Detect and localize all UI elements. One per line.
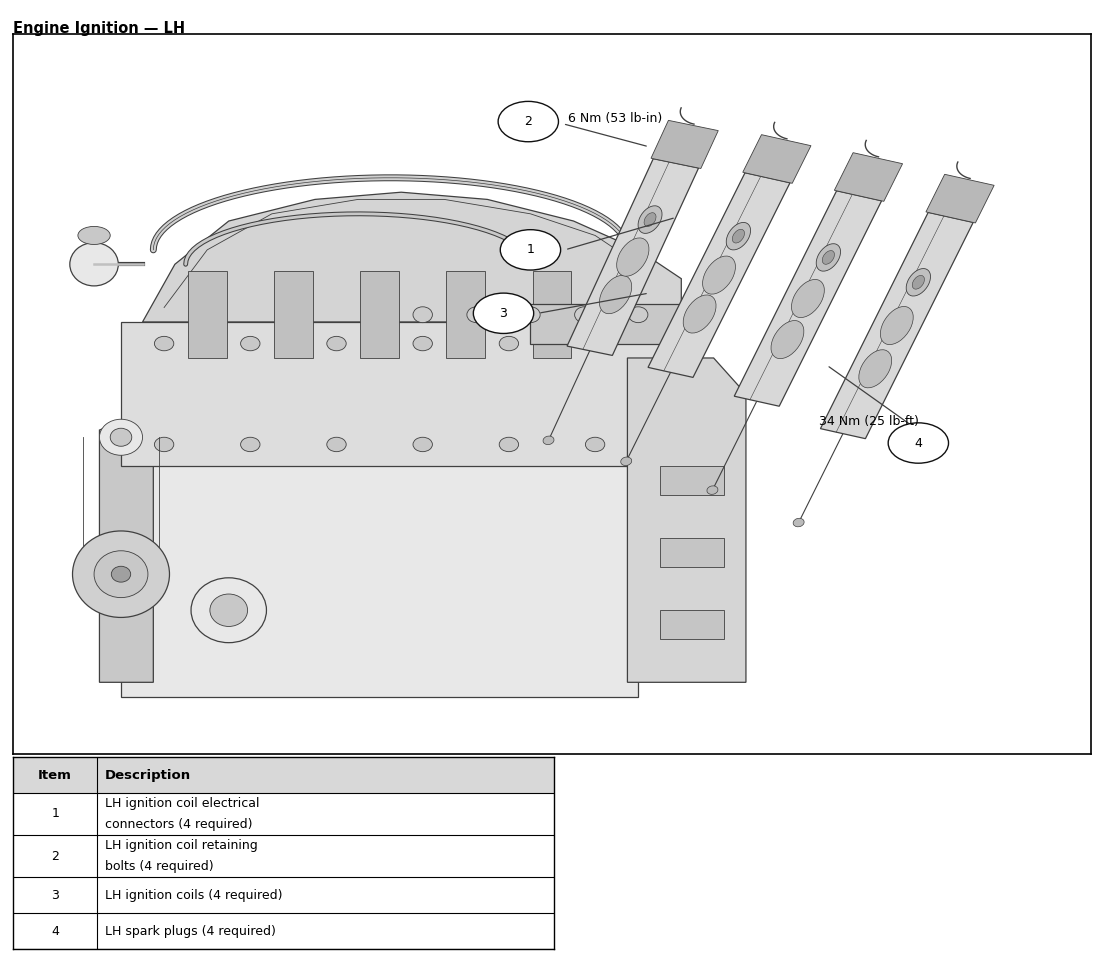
Ellipse shape xyxy=(912,276,924,289)
Ellipse shape xyxy=(644,212,656,227)
Ellipse shape xyxy=(499,437,519,452)
Polygon shape xyxy=(648,173,790,378)
Ellipse shape xyxy=(99,419,142,456)
Ellipse shape xyxy=(413,307,433,323)
Ellipse shape xyxy=(241,437,261,452)
Bar xyxy=(532,271,572,357)
Polygon shape xyxy=(926,174,995,223)
Ellipse shape xyxy=(638,206,662,234)
Text: LH ignition coil electrical: LH ignition coil electrical xyxy=(105,797,259,810)
Text: 3: 3 xyxy=(500,307,508,320)
Text: 4: 4 xyxy=(914,436,922,450)
Ellipse shape xyxy=(859,350,892,388)
Text: 1: 1 xyxy=(527,243,534,257)
Ellipse shape xyxy=(155,336,173,351)
Ellipse shape xyxy=(726,222,751,250)
Text: 4: 4 xyxy=(51,924,60,938)
Ellipse shape xyxy=(702,256,735,294)
Bar xyxy=(13,757,554,793)
Ellipse shape xyxy=(707,486,718,494)
Ellipse shape xyxy=(94,551,148,598)
Ellipse shape xyxy=(880,307,913,345)
Text: bolts (4 required): bolts (4 required) xyxy=(105,860,214,874)
Ellipse shape xyxy=(816,244,840,271)
Text: 2: 2 xyxy=(51,850,60,863)
Ellipse shape xyxy=(732,230,744,243)
Ellipse shape xyxy=(543,436,554,445)
Ellipse shape xyxy=(155,437,173,452)
Ellipse shape xyxy=(110,429,131,446)
Ellipse shape xyxy=(617,238,649,276)
Ellipse shape xyxy=(792,280,825,317)
Polygon shape xyxy=(567,159,699,356)
Ellipse shape xyxy=(112,566,130,582)
Polygon shape xyxy=(743,135,811,184)
Bar xyxy=(660,610,724,639)
Ellipse shape xyxy=(620,457,631,465)
Bar xyxy=(660,538,724,567)
Bar xyxy=(274,271,312,357)
Circle shape xyxy=(889,423,948,463)
Ellipse shape xyxy=(191,578,266,643)
Text: LH ignition coils (4 required): LH ignition coils (4 required) xyxy=(105,889,283,901)
Ellipse shape xyxy=(521,307,540,323)
Bar xyxy=(446,271,485,357)
Text: 34 Nm (25 lb-ft): 34 Nm (25 lb-ft) xyxy=(819,415,920,428)
Text: Item: Item xyxy=(39,769,72,781)
Ellipse shape xyxy=(906,268,931,296)
Ellipse shape xyxy=(413,336,433,351)
Polygon shape xyxy=(99,408,153,682)
Ellipse shape xyxy=(585,437,605,452)
Bar xyxy=(530,304,692,343)
Bar xyxy=(660,466,724,495)
Polygon shape xyxy=(627,357,746,682)
Polygon shape xyxy=(142,192,681,322)
Text: 6 Nm (53 lb-in): 6 Nm (53 lb-in) xyxy=(569,112,662,125)
Ellipse shape xyxy=(413,437,433,452)
Polygon shape xyxy=(835,153,903,201)
Ellipse shape xyxy=(574,307,594,323)
Ellipse shape xyxy=(683,295,716,333)
Polygon shape xyxy=(734,191,882,407)
Ellipse shape xyxy=(73,530,170,617)
Text: 1: 1 xyxy=(51,807,60,821)
Circle shape xyxy=(500,230,561,270)
Ellipse shape xyxy=(70,242,118,285)
Ellipse shape xyxy=(599,276,631,313)
Text: Description: Description xyxy=(105,769,191,781)
Ellipse shape xyxy=(210,594,247,627)
Polygon shape xyxy=(820,212,973,438)
Ellipse shape xyxy=(467,307,486,323)
Text: LH spark plugs (4 required): LH spark plugs (4 required) xyxy=(105,924,276,938)
Text: connectors (4 required): connectors (4 required) xyxy=(105,818,253,831)
Polygon shape xyxy=(651,120,719,168)
Polygon shape xyxy=(121,322,681,466)
Text: Engine Ignition — LH: Engine Ignition — LH xyxy=(13,21,185,37)
Text: 3: 3 xyxy=(51,889,60,901)
Ellipse shape xyxy=(499,336,519,351)
Text: LH ignition coil retaining: LH ignition coil retaining xyxy=(105,839,258,852)
Ellipse shape xyxy=(327,437,347,452)
Text: 2: 2 xyxy=(524,115,532,128)
Ellipse shape xyxy=(822,251,835,264)
Ellipse shape xyxy=(628,307,648,323)
Ellipse shape xyxy=(585,336,605,351)
Ellipse shape xyxy=(241,336,261,351)
Ellipse shape xyxy=(771,321,804,358)
Polygon shape xyxy=(121,452,638,697)
Circle shape xyxy=(498,101,559,141)
Ellipse shape xyxy=(78,227,110,244)
Circle shape xyxy=(474,293,533,333)
Ellipse shape xyxy=(327,336,347,351)
Bar xyxy=(188,271,226,357)
Bar xyxy=(360,271,399,357)
Ellipse shape xyxy=(793,518,804,527)
